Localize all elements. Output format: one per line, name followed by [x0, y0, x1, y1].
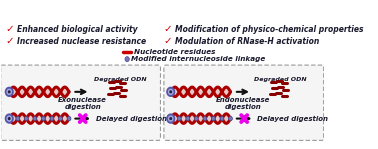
Text: Degraded ODN: Degraded ODN — [254, 77, 307, 82]
Circle shape — [125, 57, 129, 62]
Circle shape — [167, 87, 175, 96]
Circle shape — [169, 116, 173, 121]
Text: ✓: ✓ — [5, 36, 14, 46]
Circle shape — [212, 116, 215, 121]
Circle shape — [42, 116, 45, 121]
Circle shape — [33, 116, 37, 121]
Text: Endonuclease
digestion: Endonuclease digestion — [216, 97, 271, 110]
Circle shape — [169, 116, 173, 121]
Text: Modification of physico-chemical properties: Modification of physico-chemical propert… — [175, 25, 364, 34]
Circle shape — [7, 116, 11, 121]
Circle shape — [169, 89, 173, 94]
Circle shape — [7, 116, 11, 121]
Circle shape — [177, 116, 181, 121]
Circle shape — [16, 116, 20, 121]
Text: Increased nuclease resistance: Increased nuclease resistance — [17, 37, 146, 46]
Text: Delayed digestion: Delayed digestion — [257, 115, 328, 122]
Text: Degraded ODN: Degraded ODN — [94, 77, 147, 82]
Text: Modified internucleoside linkage: Modified internucleoside linkage — [132, 56, 266, 62]
Text: Exonuclease
digestion: Exonuclease digestion — [58, 97, 107, 110]
Text: ✓: ✓ — [163, 36, 172, 46]
Circle shape — [186, 116, 190, 121]
Circle shape — [8, 118, 10, 119]
Circle shape — [170, 118, 172, 119]
Circle shape — [25, 116, 28, 121]
Circle shape — [59, 116, 62, 121]
Text: Modulation of RNase-H activation: Modulation of RNase-H activation — [175, 37, 319, 46]
Text: ✓: ✓ — [163, 24, 172, 34]
Text: ✓: ✓ — [5, 24, 14, 34]
Circle shape — [203, 116, 207, 121]
Circle shape — [7, 89, 11, 94]
Circle shape — [194, 116, 198, 121]
Circle shape — [220, 116, 224, 121]
FancyBboxPatch shape — [1, 65, 161, 140]
FancyBboxPatch shape — [164, 65, 324, 140]
Text: Delayed digestion: Delayed digestion — [96, 115, 167, 122]
Circle shape — [229, 116, 232, 121]
Text: Enhanced biological activity: Enhanced biological activity — [17, 25, 138, 34]
Circle shape — [5, 87, 13, 96]
Circle shape — [5, 114, 13, 123]
Circle shape — [8, 91, 10, 93]
Circle shape — [67, 116, 71, 121]
Circle shape — [167, 114, 175, 123]
Circle shape — [170, 91, 172, 93]
Circle shape — [50, 116, 54, 121]
Text: Nucleotide residues: Nucleotide residues — [134, 49, 215, 55]
